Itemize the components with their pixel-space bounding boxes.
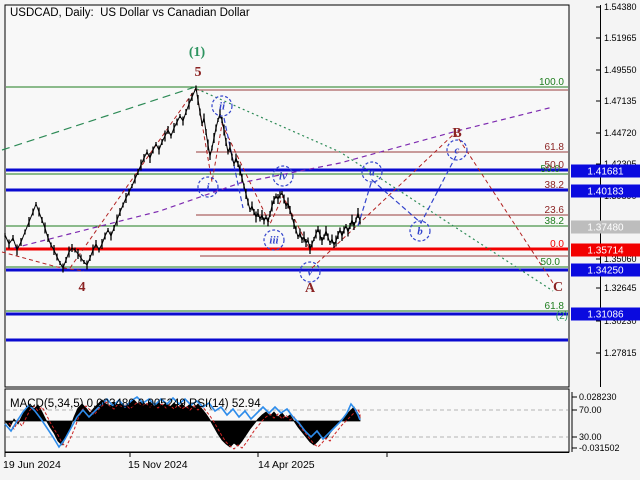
price-axis-tick-label: 1.51965 bbox=[604, 33, 637, 43]
decline-dotted bbox=[196, 88, 554, 292]
price-badge bbox=[571, 184, 640, 198]
time-axis-label: 14 Apr 2025 bbox=[258, 459, 315, 471]
wave5-A-zigzag bbox=[195, 87, 311, 251]
wave-circle-c bbox=[446, 139, 468, 161]
wave-label-1: (1) bbox=[189, 45, 206, 60]
price-badge bbox=[571, 243, 640, 257]
main-panel bbox=[4, 4, 570, 388]
price-badge-label: 1.31086 bbox=[587, 310, 624, 321]
wave-label-5: 5 bbox=[195, 65, 202, 80]
indicator-axis-label: 0.028230 bbox=[579, 392, 617, 402]
wave-circle-label-iv: iv bbox=[279, 171, 287, 183]
wave-circle-iii bbox=[263, 229, 285, 251]
wave-circle-ii bbox=[211, 95, 233, 117]
wave-circle-label-b: b bbox=[417, 226, 423, 238]
price-axis-tick-label: 1.30230 bbox=[604, 316, 637, 326]
indicator-axis-label: 30.00 bbox=[579, 432, 602, 442]
wave-circle-label-ii: ii bbox=[219, 101, 226, 113]
wave-circle-v bbox=[299, 261, 321, 283]
rsi-line bbox=[4, 395, 361, 449]
price-badge bbox=[571, 307, 640, 321]
fib-label: 38.2 bbox=[545, 216, 565, 227]
price-series-line bbox=[4, 86, 361, 270]
price-axis-tick-label: 1.27815 bbox=[604, 348, 637, 358]
wave-label-A: A bbox=[305, 281, 316, 296]
price-badge bbox=[571, 220, 640, 234]
wave-circle-label-iii: iii bbox=[269, 235, 279, 247]
price-badge bbox=[571, 164, 640, 178]
price-axis-tick-label: 1.32645 bbox=[604, 283, 637, 293]
wave-circle-b bbox=[409, 220, 431, 242]
indicator-axis-label: -0.031502 bbox=[579, 443, 620, 453]
price-badge bbox=[571, 263, 640, 277]
wave-circle-iv bbox=[272, 165, 294, 187]
indicator-axis-label: 70.00 bbox=[579, 405, 602, 415]
price-axis-tick-label: 1.44720 bbox=[604, 128, 637, 138]
indicator-label: MACD(5,34,5) 0.003480 0.005249 RSI(14) 5… bbox=[10, 398, 261, 410]
price-badge-label: 1.34250 bbox=[587, 266, 624, 277]
fib-label: 61.8 bbox=[545, 142, 565, 153]
fib-label: 38.2 bbox=[545, 180, 565, 191]
fib-label: 50.0 bbox=[541, 164, 561, 175]
fib-label: 100.0 bbox=[539, 77, 564, 88]
wave-ii-guide bbox=[223, 117, 244, 209]
fib-label: 0.0 bbox=[550, 239, 564, 250]
wave-circle-label-c: c bbox=[455, 145, 460, 157]
wave-A-B-line bbox=[311, 132, 456, 269]
wave-label-B: B bbox=[452, 126, 461, 141]
fib-label: 50.0 bbox=[541, 257, 561, 268]
fib-label: 23.6 bbox=[545, 205, 565, 216]
price-badge-label: 1.37480 bbox=[587, 223, 624, 234]
price-badge-label: 1.41681 bbox=[587, 167, 624, 178]
fib-label: 50.0 bbox=[545, 160, 565, 171]
price-axis-tick-label: 1.35060 bbox=[604, 254, 637, 264]
wave-circle-label-a: a bbox=[369, 167, 375, 179]
abc-projection bbox=[357, 155, 457, 227]
wave-B-C-line bbox=[454, 132, 554, 284]
fib-label: 61.8 bbox=[545, 301, 565, 312]
chart-title: USDCAD, Daily: US Dollar vs Canadian Dol… bbox=[10, 7, 250, 19]
wave-circle-label-i: i bbox=[206, 182, 210, 194]
price-axis-tick-label: 1.54380 bbox=[604, 2, 637, 12]
time-axis-label: 15 Nov 2024 bbox=[128, 459, 188, 471]
price-badge-label: 1.35714 bbox=[587, 246, 624, 257]
price-badge-label: 1.40183 bbox=[587, 187, 624, 198]
price-axis-tick-label: 1.49550 bbox=[604, 65, 637, 75]
wave-circle-i bbox=[197, 176, 219, 198]
price-axis-tick-label: 1.47135 bbox=[604, 96, 637, 106]
fib-label: (2) bbox=[556, 311, 568, 322]
price-axis-tick-label: 1.42305 bbox=[604, 159, 637, 169]
wave-label-C: C bbox=[553, 280, 563, 295]
wave4-5-line bbox=[69, 87, 197, 269]
time-axis-label: 19 Jun 2024 bbox=[3, 459, 61, 471]
macd-signal-line bbox=[8, 401, 361, 450]
wave-label-4: 4 bbox=[79, 280, 86, 295]
wave-circle-a bbox=[361, 161, 383, 183]
wave1-trendline bbox=[1, 86, 196, 151]
wave-circle-label-v: v bbox=[308, 267, 313, 279]
wave3-4-line bbox=[1, 251, 85, 272]
